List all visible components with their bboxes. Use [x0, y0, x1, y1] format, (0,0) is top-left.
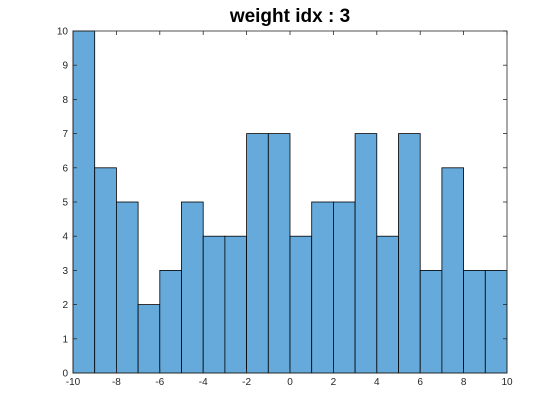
x-tick-label-6: 2 — [331, 377, 337, 388]
chart-title: weight idx : 3 — [229, 6, 350, 27]
histogram-bar-7 — [224, 235, 247, 374]
axes-group: -10 -8 -6 -4 -2 0 2 4 6 8 10 0 1 2 3 4 5 6 7 8 9 10 — [57, 27, 513, 389]
histogram-bar-3 — [137, 304, 161, 374]
histogram-bar-8 — [246, 133, 269, 374]
histogram-bar-14 — [376, 235, 399, 374]
x-tick-label-8: 6 — [417, 377, 423, 388]
bars-group — [72, 30, 508, 374]
y-tick-label-5: 5 — [62, 198, 68, 209]
histogram-bar-16 — [419, 269, 443, 374]
histogram-bar-18 — [463, 269, 486, 374]
y-tick-label-10: 10 — [57, 27, 69, 38]
y-tick-label-8: 8 — [62, 95, 68, 106]
x-tick-label-9: 8 — [461, 377, 467, 388]
y-tick-label-0: 0 — [62, 369, 68, 380]
histogram-bar-9 — [267, 133, 291, 374]
y-tick-label-9: 9 — [62, 61, 68, 72]
y-tick-label-2: 2 — [62, 300, 68, 311]
histogram-bar-10 — [289, 235, 313, 374]
histogram-bar-17 — [441, 167, 464, 374]
histogram-bar-15 — [398, 133, 421, 374]
x-tick-label-3: -4 — [199, 377, 208, 388]
histogram-bar-11 — [311, 201, 334, 374]
y-tick-label-3: 3 — [62, 266, 68, 277]
histogram-bar-13 — [354, 133, 378, 374]
x-tick-label-10: 10 — [501, 377, 513, 388]
y-tick-label-7: 7 — [62, 129, 68, 140]
x-tick-label-4: -2 — [242, 377, 251, 388]
x-tick-label-0: -10 — [66, 377, 81, 388]
histogram-bar-12 — [332, 201, 356, 374]
x-tick-label-5: 0 — [287, 377, 293, 388]
histogram-bar-4 — [159, 269, 182, 374]
x-tick-label-2: -6 — [155, 377, 164, 388]
y-tick-label-6: 6 — [62, 163, 68, 174]
y-tick-label-1: 1 — [62, 334, 68, 345]
histogram-bar-1 — [94, 167, 117, 374]
histogram-bar-2 — [116, 201, 139, 374]
y-tick-label-4: 4 — [62, 232, 68, 243]
histogram-bar-5 — [181, 201, 204, 374]
histogram-bar-19 — [484, 269, 508, 374]
histogram-bar-6 — [202, 235, 226, 374]
x-tick-label-1: -8 — [112, 377, 121, 388]
x-tick-label-7: 4 — [374, 377, 380, 388]
